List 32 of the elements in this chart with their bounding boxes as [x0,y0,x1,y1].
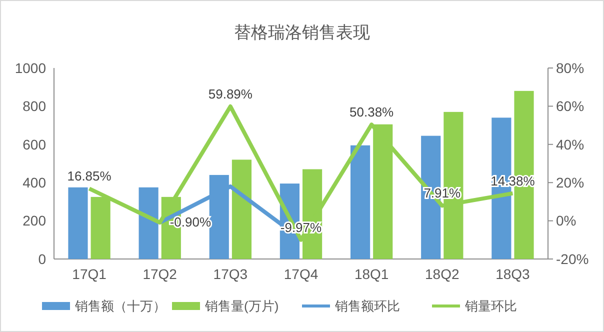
bar [232,160,252,259]
chart-title: 替格瑞洛销售表现 [234,23,370,42]
y2-tick-label: -20% [556,250,589,267]
y-tick-label: 1000 [14,60,46,76]
data-label: 16.85% [67,168,112,184]
legend-label: 销售额环比 [334,298,400,314]
x-tick-label: 18Q1 [354,266,389,282]
x-tick-label: 17Q1 [72,266,107,282]
y-tick-label: 400 [22,174,46,190]
data-label: 59.89% [208,86,253,102]
y-tick-label: 0 [38,250,46,267]
y-tick-label: 200 [22,212,46,229]
bar [138,187,158,259]
x-tick-label: 18Q3 [496,266,530,282]
y2-tick-label: 20% [556,174,584,190]
x-tick-label: 17Q2 [142,266,178,282]
x-tick-label: 17Q4 [284,266,318,282]
y2-tick-label: 0% [556,212,576,229]
legend-label: 销售量(万片) [204,298,279,314]
y2-tick-label: 40% [556,136,584,152]
data-label: 50.38% [350,104,394,120]
x-tick-label: 17Q3 [213,266,248,282]
legend-label: 销量环比 [464,298,517,314]
y2-tick-label: 80% [556,60,584,76]
bar [350,145,370,259]
bar [68,187,88,259]
y-tick-label: 600 [22,136,46,152]
x-tick-label: 18Q2 [425,266,460,282]
legend-label: 销售额（十万） [74,298,166,314]
data-label: 14.38% [490,173,536,188]
y2-tick-label: 60% [556,98,584,114]
y-tick-label: 800 [22,98,46,114]
